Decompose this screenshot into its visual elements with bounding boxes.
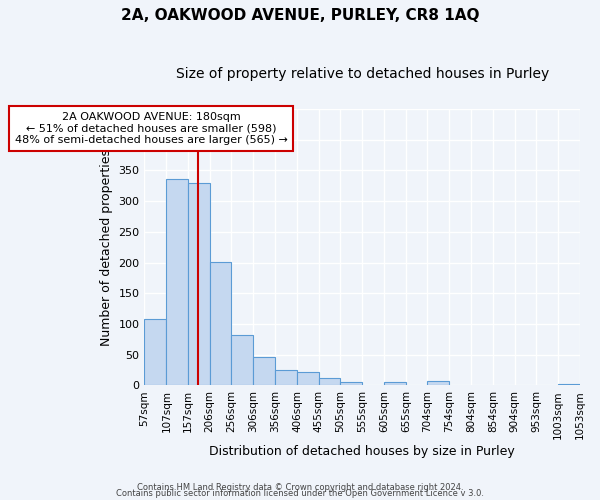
Text: 2A, OAKWOOD AVENUE, PURLEY, CR8 1AQ: 2A, OAKWOOD AVENUE, PURLEY, CR8 1AQ bbox=[121, 8, 479, 22]
Title: Size of property relative to detached houses in Purley: Size of property relative to detached ho… bbox=[176, 68, 549, 82]
Bar bbox=[558, 384, 580, 386]
Bar bbox=[166, 179, 188, 386]
Bar bbox=[145, 318, 166, 386]
Y-axis label: Number of detached properties: Number of detached properties bbox=[100, 149, 113, 346]
Bar bbox=[340, 382, 362, 386]
Bar bbox=[427, 381, 449, 386]
Bar bbox=[232, 335, 253, 386]
Bar bbox=[188, 183, 209, 386]
Text: Contains HM Land Registry data © Crown copyright and database right 2024.: Contains HM Land Registry data © Crown c… bbox=[137, 484, 463, 492]
Bar bbox=[384, 382, 406, 386]
Bar bbox=[253, 356, 275, 386]
Text: 2A OAKWOOD AVENUE: 180sqm
← 51% of detached houses are smaller (598)
48% of semi: 2A OAKWOOD AVENUE: 180sqm ← 51% of detac… bbox=[14, 112, 287, 145]
Text: Contains public sector information licensed under the Open Government Licence v : Contains public sector information licen… bbox=[116, 490, 484, 498]
Bar bbox=[275, 370, 297, 386]
Bar bbox=[319, 378, 340, 386]
Bar bbox=[209, 262, 232, 386]
Bar bbox=[297, 372, 319, 386]
X-axis label: Distribution of detached houses by size in Purley: Distribution of detached houses by size … bbox=[209, 444, 515, 458]
